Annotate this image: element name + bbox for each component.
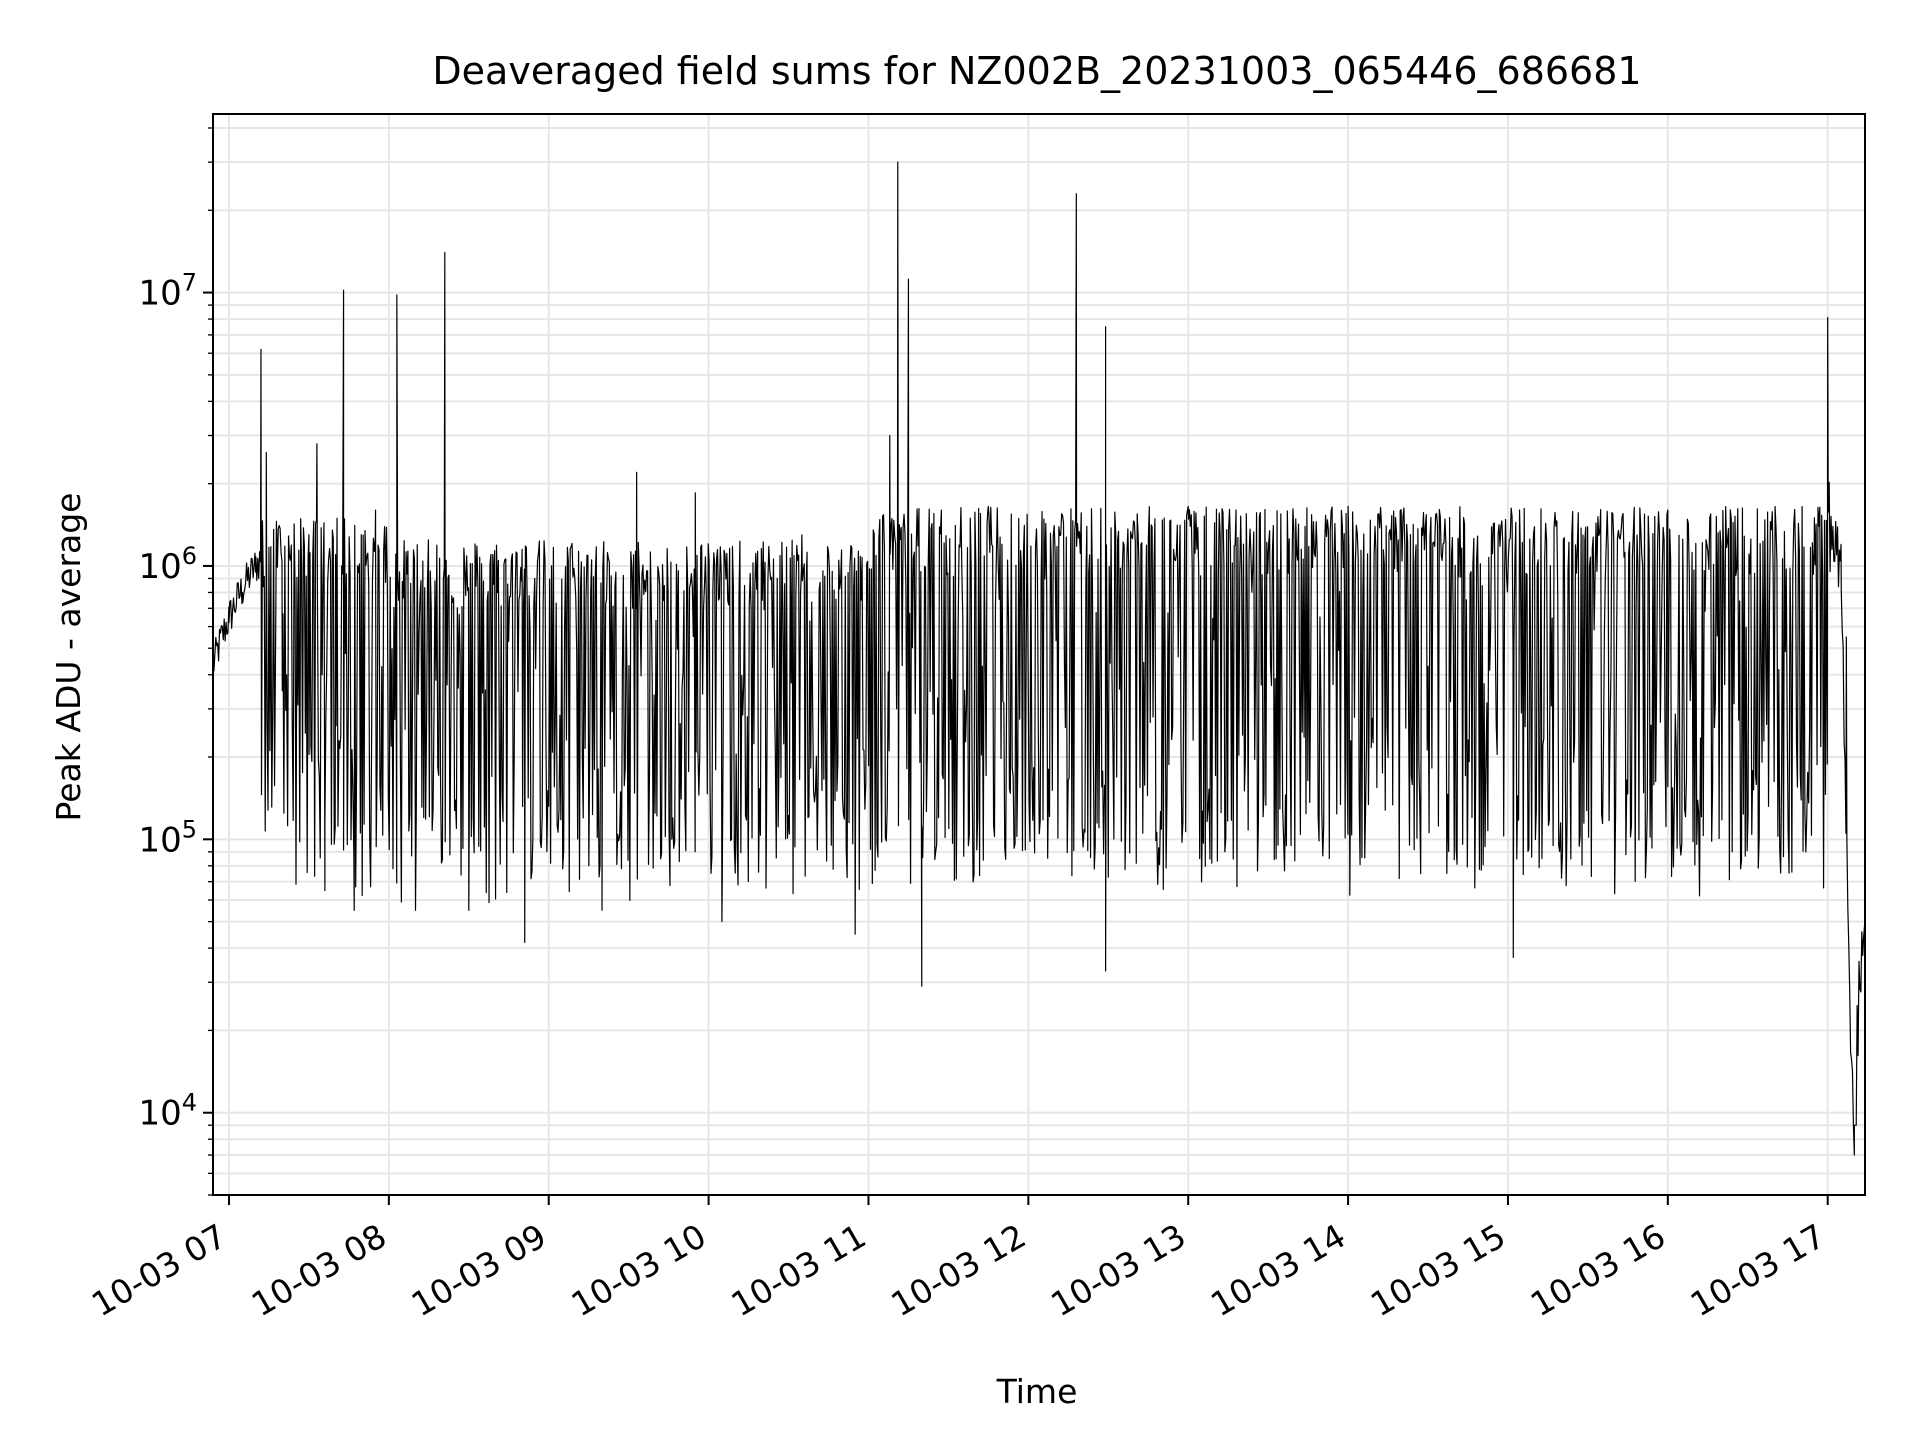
y-axis-label: Peak ADU - average [49, 493, 88, 822]
y-tick-labels: 104 105 106 107 [138, 269, 197, 1134]
y-tick-label: 104 [138, 1089, 197, 1134]
y-tick-label: 105 [138, 815, 197, 860]
axes [203, 113, 1866, 1205]
y-tick-label: 107 [138, 269, 197, 314]
series-line [212, 161, 1866, 1156]
plot-frame [212, 113, 1866, 1196]
x-axis-label: Time [996, 1372, 1078, 1411]
chart-title: Deaveraged field sums for NZ002B_2023100… [432, 49, 1641, 93]
y-tick-label: 106 [138, 542, 197, 587]
